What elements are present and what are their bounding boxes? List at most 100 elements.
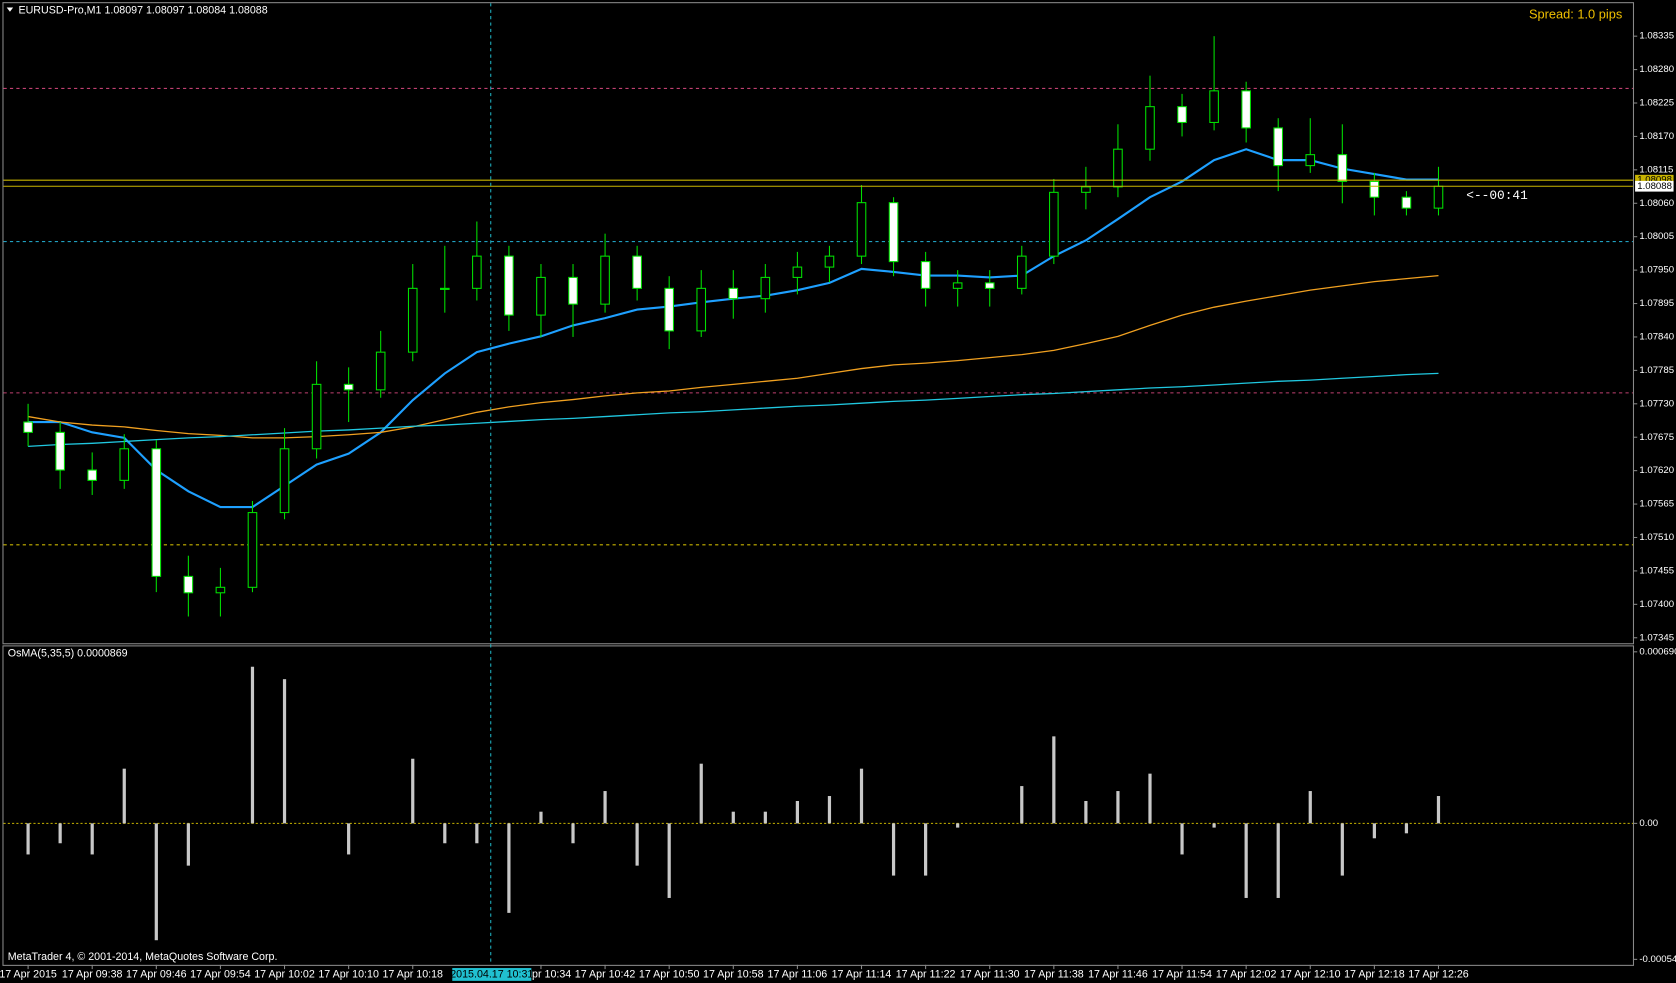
- y-tick-label: 1.07730: [1639, 398, 1674, 409]
- candle-body: [728, 287, 739, 300]
- y-tick-label: 0.00: [1639, 818, 1658, 829]
- x-tick-label: 17 Apr 10:42: [575, 968, 636, 980]
- histogram-bar: [859, 768, 864, 824]
- candle-body: [407, 287, 418, 353]
- histogram-bar: [475, 823, 479, 844]
- candle-body: [1369, 180, 1380, 198]
- histogram-bar: [186, 823, 190, 866]
- y-tick-label: 1.08335: [1639, 31, 1674, 42]
- candle-body: [343, 383, 354, 391]
- y-tick-label: 1.08225: [1639, 98, 1674, 109]
- histogram-bar: [58, 823, 62, 844]
- x-tick-label: 17 Apr 10:58: [703, 968, 764, 980]
- candle-body: [536, 276, 546, 316]
- candle-body: [375, 351, 386, 391]
- histogram-bar: [282, 679, 287, 824]
- candle-body: [1209, 90, 1219, 123]
- y-tick-label: 1.07510: [1639, 532, 1674, 543]
- candle-body: [215, 586, 226, 594]
- histogram-bar: [1276, 823, 1280, 898]
- candle-body: [151, 448, 162, 577]
- histogram-bar: [1212, 823, 1216, 828]
- histogram-bar: [122, 768, 126, 824]
- histogram-bar: [1308, 791, 1312, 824]
- candle-body: [504, 255, 514, 316]
- y-tick-label: -0.000547: [1639, 954, 1676, 965]
- x-tick-label: 17 Apr 10:10: [318, 968, 379, 980]
- x-tick-label: 17 Apr 09:46: [126, 968, 187, 980]
- y-tick-label: 1.07565: [1639, 499, 1674, 510]
- candle-body: [600, 255, 610, 305]
- candle-body: [311, 383, 322, 450]
- x-tick-label: 17 Apr 11:30: [960, 968, 1020, 980]
- histogram-bar: [1084, 800, 1088, 824]
- candle-body: [1273, 127, 1284, 167]
- candle-body: [952, 282, 963, 289]
- y-tick-label: 1.07950: [1639, 265, 1674, 276]
- histogram-bar: [763, 811, 767, 824]
- histogram-bar: [443, 823, 447, 844]
- histogram-bar: [411, 758, 415, 824]
- candle-body: [1241, 90, 1251, 129]
- x-tick-label: 17 Apr 2015: [0, 968, 57, 980]
- x-tick-label: 17 Apr 10:34: [511, 968, 572, 980]
- histogram-bar: [603, 791, 607, 824]
- histogram-bar: [347, 823, 351, 855]
- candle-body: [1177, 106, 1187, 123]
- histogram-bar: [635, 823, 639, 866]
- histogram-bar: [26, 823, 30, 855]
- histogram-bar: [507, 823, 511, 913]
- histogram-bar: [1340, 823, 1344, 876]
- candle-body: [439, 287, 450, 290]
- candle-body: [888, 202, 899, 263]
- candle-body: [23, 421, 33, 433]
- candle-body: [247, 512, 258, 588]
- indicator-line: [28, 372, 1439, 447]
- indicator-line: [27, 274, 1439, 439]
- candle-body: [632, 255, 642, 289]
- candle-body: [1401, 196, 1412, 209]
- candle-body: [1049, 191, 1059, 257]
- candle-body: [1305, 154, 1316, 167]
- histogram-bar: [1020, 786, 1024, 824]
- histogram-bar: [1180, 823, 1184, 855]
- histogram-bar: [667, 823, 671, 898]
- candle-body: [119, 448, 130, 481]
- histogram-bar: [1404, 823, 1409, 834]
- price-label: 1.08088: [1637, 181, 1672, 192]
- y-tick-label: 1.07620: [1639, 465, 1674, 476]
- candle-body: [760, 276, 771, 300]
- histogram-bar: [1436, 796, 1441, 824]
- candle-body: [856, 202, 867, 257]
- y-tick-label: 1.07895: [1639, 298, 1674, 309]
- candle-body: [696, 287, 707, 332]
- y-tick-label: 1.07455: [1639, 565, 1674, 576]
- x-tick-label: 17 Apr 10:02: [254, 968, 315, 980]
- candle-body: [1081, 186, 1091, 193]
- candle-body: [472, 255, 482, 289]
- histogram-bar: [1244, 823, 1248, 898]
- y-tick-label: 1.08280: [1639, 64, 1674, 75]
- candle-body: [55, 431, 65, 471]
- histogram-bar: [699, 763, 703, 824]
- x-tick-label: 17 Apr 10:18: [382, 968, 443, 980]
- candle-body: [664, 287, 674, 332]
- menu-arrow[interactable]: [6, 7, 14, 12]
- y-tick-label: 0.000690: [1639, 646, 1676, 657]
- y-tick-label: 1.07840: [1639, 331, 1674, 342]
- cursor-time: 2015.04.17 10:31: [450, 968, 533, 980]
- histogram-bar: [827, 796, 832, 824]
- price-label: 1.08098: [1637, 175, 1672, 186]
- x-tick-label: 17 Apr 11:22: [896, 968, 956, 980]
- x-tick-label: 17 Apr 09:38: [62, 968, 123, 980]
- countdown: <--00:41: [1466, 188, 1528, 203]
- cursor-time-box: [452, 968, 532, 981]
- histogram-bar: [891, 823, 896, 876]
- x-tick-label: 17 Apr 11:06: [768, 968, 828, 980]
- x-tick-label: 17 Apr 12:26: [1408, 968, 1469, 980]
- histogram-bar: [1052, 736, 1056, 824]
- histogram-bar: [1116, 791, 1120, 824]
- candle-body: [792, 266, 803, 278]
